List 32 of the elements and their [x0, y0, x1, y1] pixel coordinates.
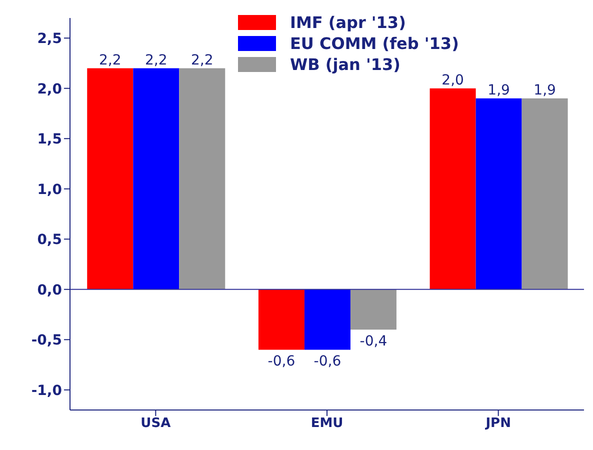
y-tick-label: 1,0: [37, 182, 62, 198]
data-label: 1,9: [488, 82, 510, 98]
legend-label: EU COMM (feb '13): [290, 34, 459, 53]
legend-label: IMF (apr '13): [290, 13, 406, 32]
x-tick-label: EMU: [310, 416, 344, 432]
bar: [476, 98, 522, 290]
bar: [430, 88, 476, 290]
bar: [522, 98, 568, 290]
y-tick-label: 0,5: [37, 232, 62, 248]
y-tick-label: 2,0: [37, 81, 62, 98]
bar: [350, 289, 396, 330]
y-tick-label: 0,0: [37, 282, 62, 298]
data-label: 2,2: [191, 52, 214, 68]
y-tick-label: -1,0: [31, 382, 62, 399]
bar: [87, 68, 134, 290]
bar: [304, 289, 350, 350]
x-tick-label: JPN: [484, 416, 511, 432]
y-tick-label: 1,5: [37, 132, 62, 148]
data-label: -0,6: [314, 354, 342, 370]
data-label: 2,2: [145, 52, 168, 68]
data-label: 2,2: [99, 52, 122, 68]
x-tick-label: USA: [140, 416, 171, 432]
data-label: 2,0: [442, 72, 464, 88]
data-label: -0,6: [268, 354, 296, 370]
y-tick-label: -0,5: [31, 332, 62, 349]
legend-label: WB (jan '13): [290, 55, 400, 74]
data-label: 1,9: [534, 82, 556, 98]
bar: [133, 68, 180, 290]
bar: [258, 289, 304, 350]
data-label: -0,4: [360, 334, 388, 350]
bar: [179, 68, 226, 290]
y-tick-label: 2,5: [37, 31, 62, 48]
